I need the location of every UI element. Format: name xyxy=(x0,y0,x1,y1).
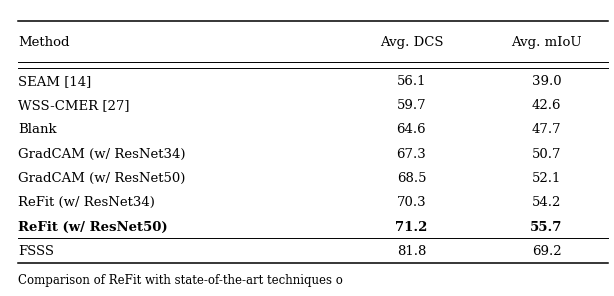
Text: Method: Method xyxy=(18,36,70,49)
Text: WSS-CMER [27]: WSS-CMER [27] xyxy=(18,99,130,112)
Text: 56.1: 56.1 xyxy=(397,75,426,88)
Text: 81.8: 81.8 xyxy=(397,245,426,258)
Text: GradCAM (w/ ResNet50): GradCAM (w/ ResNet50) xyxy=(18,172,186,185)
Text: Comparison of ReFit with state-of-the-art techniques o: Comparison of ReFit with state-of-the-ar… xyxy=(18,274,343,287)
Text: 47.7: 47.7 xyxy=(532,123,561,136)
Text: 68.5: 68.5 xyxy=(397,172,426,185)
Text: 71.2: 71.2 xyxy=(395,221,427,234)
Text: SEAM [14]: SEAM [14] xyxy=(18,75,91,88)
Text: 42.6: 42.6 xyxy=(532,99,561,112)
Text: 55.7: 55.7 xyxy=(530,221,562,234)
Text: 50.7: 50.7 xyxy=(532,148,561,161)
Text: Avg. DCS: Avg. DCS xyxy=(379,36,443,49)
Text: 59.7: 59.7 xyxy=(397,99,426,112)
Text: FSSS: FSSS xyxy=(18,245,55,258)
Text: Avg. mIoU: Avg. mIoU xyxy=(511,36,582,49)
Text: GradCAM (w/ ResNet34): GradCAM (w/ ResNet34) xyxy=(18,148,186,161)
Text: 69.2: 69.2 xyxy=(532,245,561,258)
Text: 67.3: 67.3 xyxy=(397,148,426,161)
Text: ReFit (w/ ResNet34): ReFit (w/ ResNet34) xyxy=(18,196,155,209)
Text: 39.0: 39.0 xyxy=(532,75,561,88)
Text: 52.1: 52.1 xyxy=(532,172,561,185)
Text: ReFit (w/ ResNet50): ReFit (w/ ResNet50) xyxy=(18,221,168,234)
Text: 64.6: 64.6 xyxy=(397,123,426,136)
Text: 54.2: 54.2 xyxy=(532,196,561,209)
Text: 70.3: 70.3 xyxy=(397,196,426,209)
Text: Blank: Blank xyxy=(18,123,57,136)
